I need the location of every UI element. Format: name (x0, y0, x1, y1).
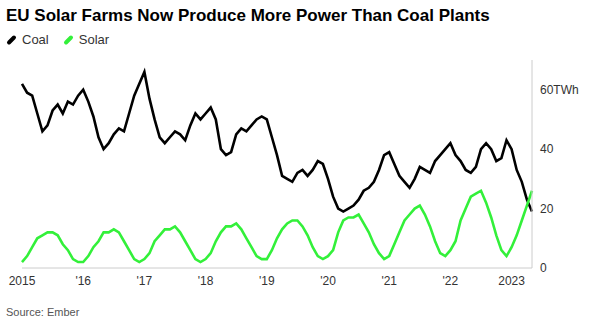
svg-text:'18: '18 (198, 274, 214, 288)
svg-text:2015: 2015 (9, 274, 36, 288)
svg-text:60TWh: 60TWh (540, 83, 579, 97)
svg-text:'19: '19 (259, 274, 275, 288)
svg-text:'22: '22 (443, 274, 459, 288)
svg-text:40: 40 (540, 142, 554, 156)
svg-text:'17: '17 (137, 274, 153, 288)
html-text:Coal: Coal (22, 32, 49, 47)
svg-text:'20: '20 (320, 274, 336, 288)
svg-text:2023: 2023 (498, 274, 525, 288)
svg-text:0: 0 (540, 261, 547, 275)
svg-text:20: 20 (540, 202, 554, 216)
html-text:Solar: Solar (78, 32, 110, 47)
svg-text:'21: '21 (381, 274, 397, 288)
html-text:Source: Ember: Source: Ember (6, 306, 80, 318)
html-text:EU Solar Farms Now Produce Mor: EU Solar Farms Now Produce More Power Th… (6, 6, 490, 25)
svg-text:'16: '16 (75, 274, 91, 288)
